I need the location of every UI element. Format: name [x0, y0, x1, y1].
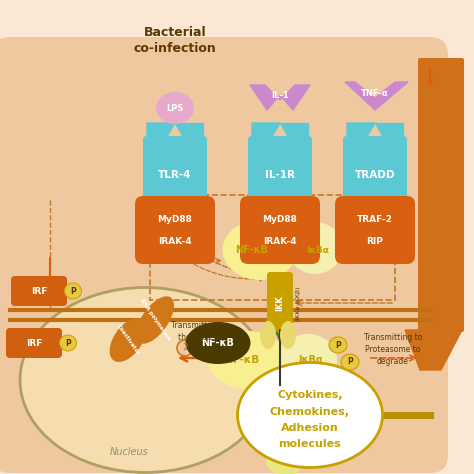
Ellipse shape [279, 334, 337, 386]
FancyBboxPatch shape [11, 276, 67, 306]
Text: P: P [70, 286, 76, 295]
Ellipse shape [208, 331, 288, 389]
FancyBboxPatch shape [343, 136, 407, 199]
FancyBboxPatch shape [143, 136, 207, 199]
Text: Bacterial: Bacterial [144, 26, 206, 38]
Polygon shape [175, 123, 203, 140]
Polygon shape [345, 82, 408, 110]
Text: IRF: IRF [26, 338, 42, 347]
Ellipse shape [237, 363, 383, 467]
FancyBboxPatch shape [0, 37, 448, 473]
Text: the nucleus: the nucleus [178, 332, 222, 341]
Text: IL-1: IL-1 [271, 91, 289, 100]
Text: NF-κB: NF-κB [236, 245, 268, 255]
Text: TRAF-2: TRAF-2 [357, 215, 393, 224]
Text: degrade: degrade [377, 357, 409, 366]
Text: MyD88: MyD88 [263, 215, 298, 224]
Text: Transmitting to: Transmitting to [171, 320, 229, 329]
FancyBboxPatch shape [418, 58, 464, 332]
Text: IKK: IKK [275, 295, 284, 311]
Text: Proteasome to: Proteasome to [365, 346, 421, 355]
Ellipse shape [177, 340, 193, 356]
Text: co-infection: co-infection [134, 42, 216, 55]
Text: NF-κB: NF-κB [224, 355, 260, 365]
Text: RNA polymerase: RNA polymerase [139, 298, 171, 342]
Text: TNF-α: TNF-α [361, 89, 389, 98]
FancyBboxPatch shape [335, 196, 415, 264]
Text: MyD88: MyD88 [157, 215, 192, 224]
Polygon shape [250, 85, 310, 110]
Ellipse shape [20, 288, 270, 473]
Ellipse shape [60, 335, 76, 351]
Ellipse shape [329, 337, 347, 353]
Ellipse shape [280, 321, 296, 349]
Text: IL-1R: IL-1R [265, 170, 295, 180]
Text: P: P [347, 357, 353, 366]
FancyBboxPatch shape [135, 196, 215, 264]
Text: molecules: molecules [279, 439, 341, 449]
Text: NF-κB: NF-κB [201, 338, 235, 348]
Ellipse shape [288, 222, 343, 274]
Ellipse shape [136, 296, 174, 344]
Text: Transmitting to: Transmitting to [364, 334, 422, 343]
Text: IκBα: IκBα [298, 355, 322, 365]
Ellipse shape [216, 331, 234, 349]
Text: IRAK-4: IRAK-4 [263, 237, 297, 246]
Text: Coactivator: Coactivator [116, 324, 140, 356]
Text: Adhesion: Adhesion [281, 423, 339, 433]
Ellipse shape [222, 220, 298, 280]
Ellipse shape [266, 445, 304, 474]
Text: Nucleus: Nucleus [110, 447, 149, 457]
Text: LPS: LPS [166, 103, 184, 112]
Text: RIP: RIP [366, 237, 383, 246]
Ellipse shape [156, 92, 194, 124]
Text: IκBα: IκBα [307, 246, 329, 255]
Ellipse shape [341, 354, 359, 370]
Ellipse shape [64, 283, 82, 299]
FancyBboxPatch shape [6, 328, 62, 358]
Text: IRAK-4: IRAK-4 [158, 237, 192, 246]
Ellipse shape [109, 318, 146, 362]
FancyBboxPatch shape [267, 272, 293, 333]
Polygon shape [347, 123, 375, 140]
Text: (IKKα-IKKβ): (IKKα-IKKβ) [295, 285, 301, 321]
Polygon shape [252, 123, 280, 140]
Text: IRF: IRF [31, 286, 47, 295]
FancyBboxPatch shape [240, 196, 320, 264]
Text: TRADD: TRADD [355, 170, 395, 180]
Polygon shape [280, 123, 308, 140]
Text: 2: 2 [182, 344, 188, 353]
Polygon shape [147, 123, 175, 140]
Text: 1: 1 [222, 335, 228, 345]
Bar [150, 195, 395, 300]
Text: Cytokines,: Cytokines, [277, 390, 343, 400]
Text: P: P [335, 340, 341, 349]
FancyBboxPatch shape [248, 136, 312, 199]
Text: P: P [65, 338, 71, 347]
Ellipse shape [185, 322, 250, 364]
Ellipse shape [260, 321, 276, 349]
Text: Chemokines,: Chemokines, [270, 407, 350, 417]
Polygon shape [405, 330, 462, 370]
Text: TLR-4: TLR-4 [158, 170, 192, 180]
Polygon shape [375, 123, 403, 140]
